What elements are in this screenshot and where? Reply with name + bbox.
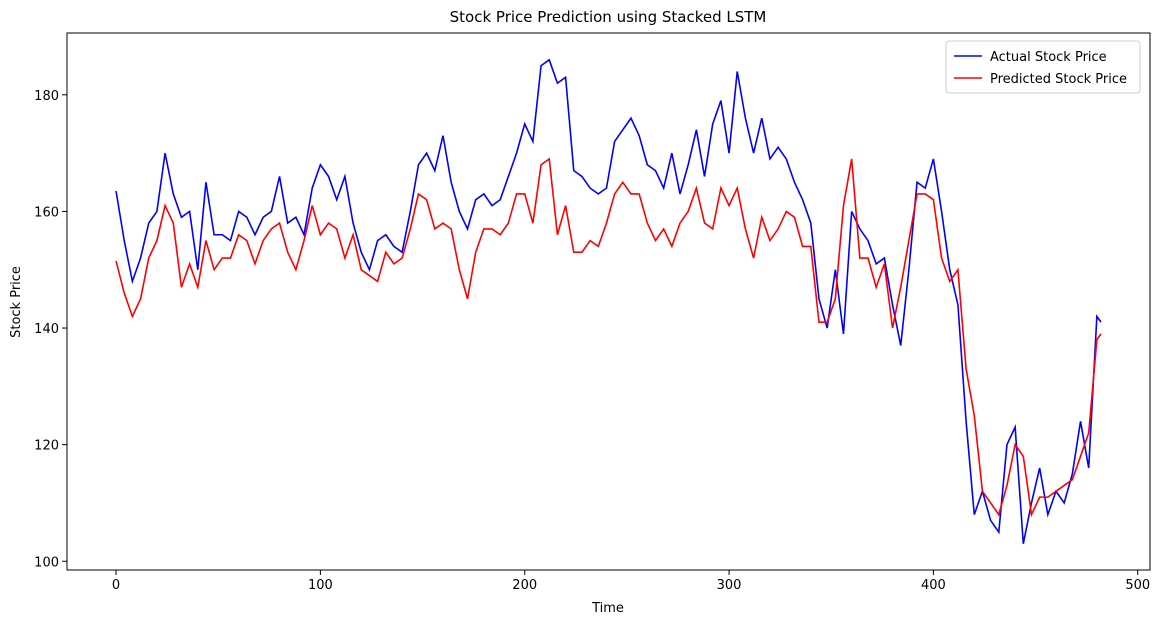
- y-tick-label: 180: [34, 89, 59, 104]
- x-tick-label: 300: [717, 578, 742, 593]
- y-axis-label: Stock Price: [9, 266, 24, 338]
- y-tick-label: 140: [34, 322, 59, 337]
- legend-box: [945, 40, 1141, 94]
- x-tick-label: 100: [308, 578, 333, 593]
- legend-label: Actual Stock Price: [990, 50, 1107, 65]
- x-tick-label: 400: [921, 578, 946, 593]
- plot-frame: [66, 32, 1151, 571]
- y-tick-label: 120: [34, 439, 59, 454]
- data-line: [115, 58, 1102, 544]
- legend: Actual Stock Price Predicted Stock Price: [945, 40, 1141, 94]
- chart-title: Stock Price Prediction using Stacked LST…: [450, 8, 767, 26]
- legend-label: Predicted Stock Price: [990, 72, 1127, 87]
- x-axis-label: Time: [591, 601, 624, 616]
- x-tick-label: 0: [112, 578, 120, 593]
- y-tick-label: 160: [34, 205, 59, 220]
- y-tick-label: 100: [34, 555, 59, 570]
- x-tick-label: 200: [512, 578, 537, 593]
- data-line: [115, 157, 1102, 518]
- x-tick-label: 500: [1125, 578, 1150, 593]
